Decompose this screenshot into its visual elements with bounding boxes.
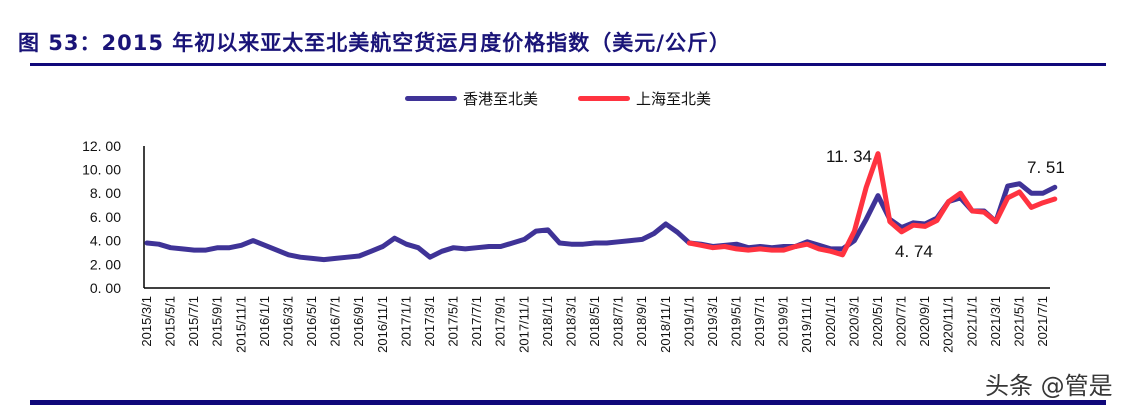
legend-item-sh: 上海至北美 bbox=[578, 88, 711, 109]
x-tick-label: 2020/3/1 bbox=[846, 296, 861, 347]
y-tick-label: 2. 00 bbox=[90, 256, 121, 272]
annotation-label: 4. 74 bbox=[895, 242, 933, 261]
x-tick-label: 2021/7/1 bbox=[1035, 296, 1050, 347]
x-tick-label: 2015/5/1 bbox=[163, 296, 178, 347]
y-tick-label: 8. 00 bbox=[90, 185, 121, 201]
x-tick-label: 2015/7/1 bbox=[186, 296, 201, 347]
y-tick-label: 0. 00 bbox=[90, 280, 121, 296]
annotation-label: 7. 51 bbox=[1027, 158, 1065, 177]
chart-legend: 香港至北美 上海至北美 bbox=[405, 88, 751, 109]
legend-label-sh: 上海至北美 bbox=[636, 90, 712, 108]
y-tick-label: 10. 00 bbox=[82, 162, 121, 178]
x-tick-label: 2017/7/1 bbox=[469, 296, 484, 347]
x-tick-label: 2019/11/1 bbox=[799, 296, 814, 353]
x-tick-label: 2021/5/1 bbox=[1011, 296, 1026, 347]
y-tick-label: 4. 00 bbox=[90, 233, 121, 249]
x-tick-label: 2016/1/1 bbox=[257, 296, 272, 347]
legend-item-hk: 香港至北美 bbox=[405, 88, 538, 109]
legend-swatch-sh bbox=[578, 96, 631, 101]
x-tick-label: 2017/1/1 bbox=[398, 296, 413, 347]
y-tick-label: 12. 00 bbox=[82, 138, 121, 154]
x-tick-label: 2019/5/1 bbox=[729, 296, 744, 347]
x-tick-label: 2018/9/1 bbox=[634, 296, 649, 347]
x-tick-label: 2020/7/1 bbox=[894, 296, 909, 347]
x-tick-label: 2016/7/1 bbox=[328, 296, 343, 347]
legend-swatch-hk bbox=[405, 96, 457, 101]
y-axis-tick-labels: 0. 00 2. 00 4. 00 6. 00 8. 00 10. 00 12. 00 bbox=[82, 138, 121, 296]
x-tick-label: 2017/9/1 bbox=[493, 296, 508, 347]
x-tick-label: 2019/9/1 bbox=[776, 296, 791, 347]
x-tick-label: 2016/11/1 bbox=[375, 296, 390, 353]
x-tick-label: 2019/7/1 bbox=[752, 296, 767, 347]
x-tick-label: 2017/11/1 bbox=[516, 296, 531, 353]
series-line-hk bbox=[144, 181, 1058, 263]
x-tick-label: 2020/11/1 bbox=[941, 296, 956, 353]
x-axis-tick-labels: 2015/3/1 2015/5/1 2015/7/1 2015/9/1 2015/11/… bbox=[139, 296, 1050, 353]
bottom-divider bbox=[30, 400, 1106, 405]
x-tick-label: 2016/9/1 bbox=[351, 296, 366, 347]
legend-label-hk: 香港至北美 bbox=[463, 90, 539, 108]
x-tick-label: 2016/5/1 bbox=[304, 296, 319, 347]
x-tick-label: 2018/1/1 bbox=[540, 296, 555, 347]
x-tick-label: 2017/5/1 bbox=[446, 296, 461, 347]
x-tick-label: 2015/3/1 bbox=[139, 296, 154, 347]
series-line-sh bbox=[686, 151, 1058, 258]
x-tick-label: 2019/3/1 bbox=[705, 296, 720, 347]
x-tick-label: 2015/9/1 bbox=[210, 296, 225, 347]
x-tick-label: 2017/3/1 bbox=[422, 296, 437, 347]
x-tick-label: 2018/3/1 bbox=[563, 296, 578, 347]
x-tick-label: 2021/1/1 bbox=[964, 296, 979, 347]
x-tick-label: 2019/1/1 bbox=[681, 296, 696, 347]
watermark: 头条 @管是 bbox=[985, 372, 1113, 400]
x-tick-label: 2020/5/1 bbox=[870, 296, 885, 347]
top-divider bbox=[30, 63, 1106, 66]
x-tick-label: 2018/5/1 bbox=[587, 296, 602, 347]
x-tick-label: 2015/11/1 bbox=[233, 296, 248, 353]
x-tick-label: 2020/9/1 bbox=[917, 296, 932, 347]
x-tick-label: 2021/3/1 bbox=[988, 296, 1003, 347]
annotation-label: 11. 34 bbox=[826, 147, 872, 166]
data-annotations: 11. 34 4. 74 7. 51 bbox=[826, 147, 1065, 261]
x-tick-label: 2018/7/1 bbox=[611, 296, 626, 347]
figure-title: 图 53：2015 年初以来亚太至北美航空货运月度价格指数（美元/公斤） bbox=[18, 31, 731, 55]
x-tick-label: 2016/3/1 bbox=[280, 296, 295, 347]
x-tick-label: 2018/11/1 bbox=[658, 296, 673, 353]
x-tick-label: 2020/1/1 bbox=[823, 296, 838, 347]
y-tick-label: 6. 00 bbox=[90, 209, 121, 225]
